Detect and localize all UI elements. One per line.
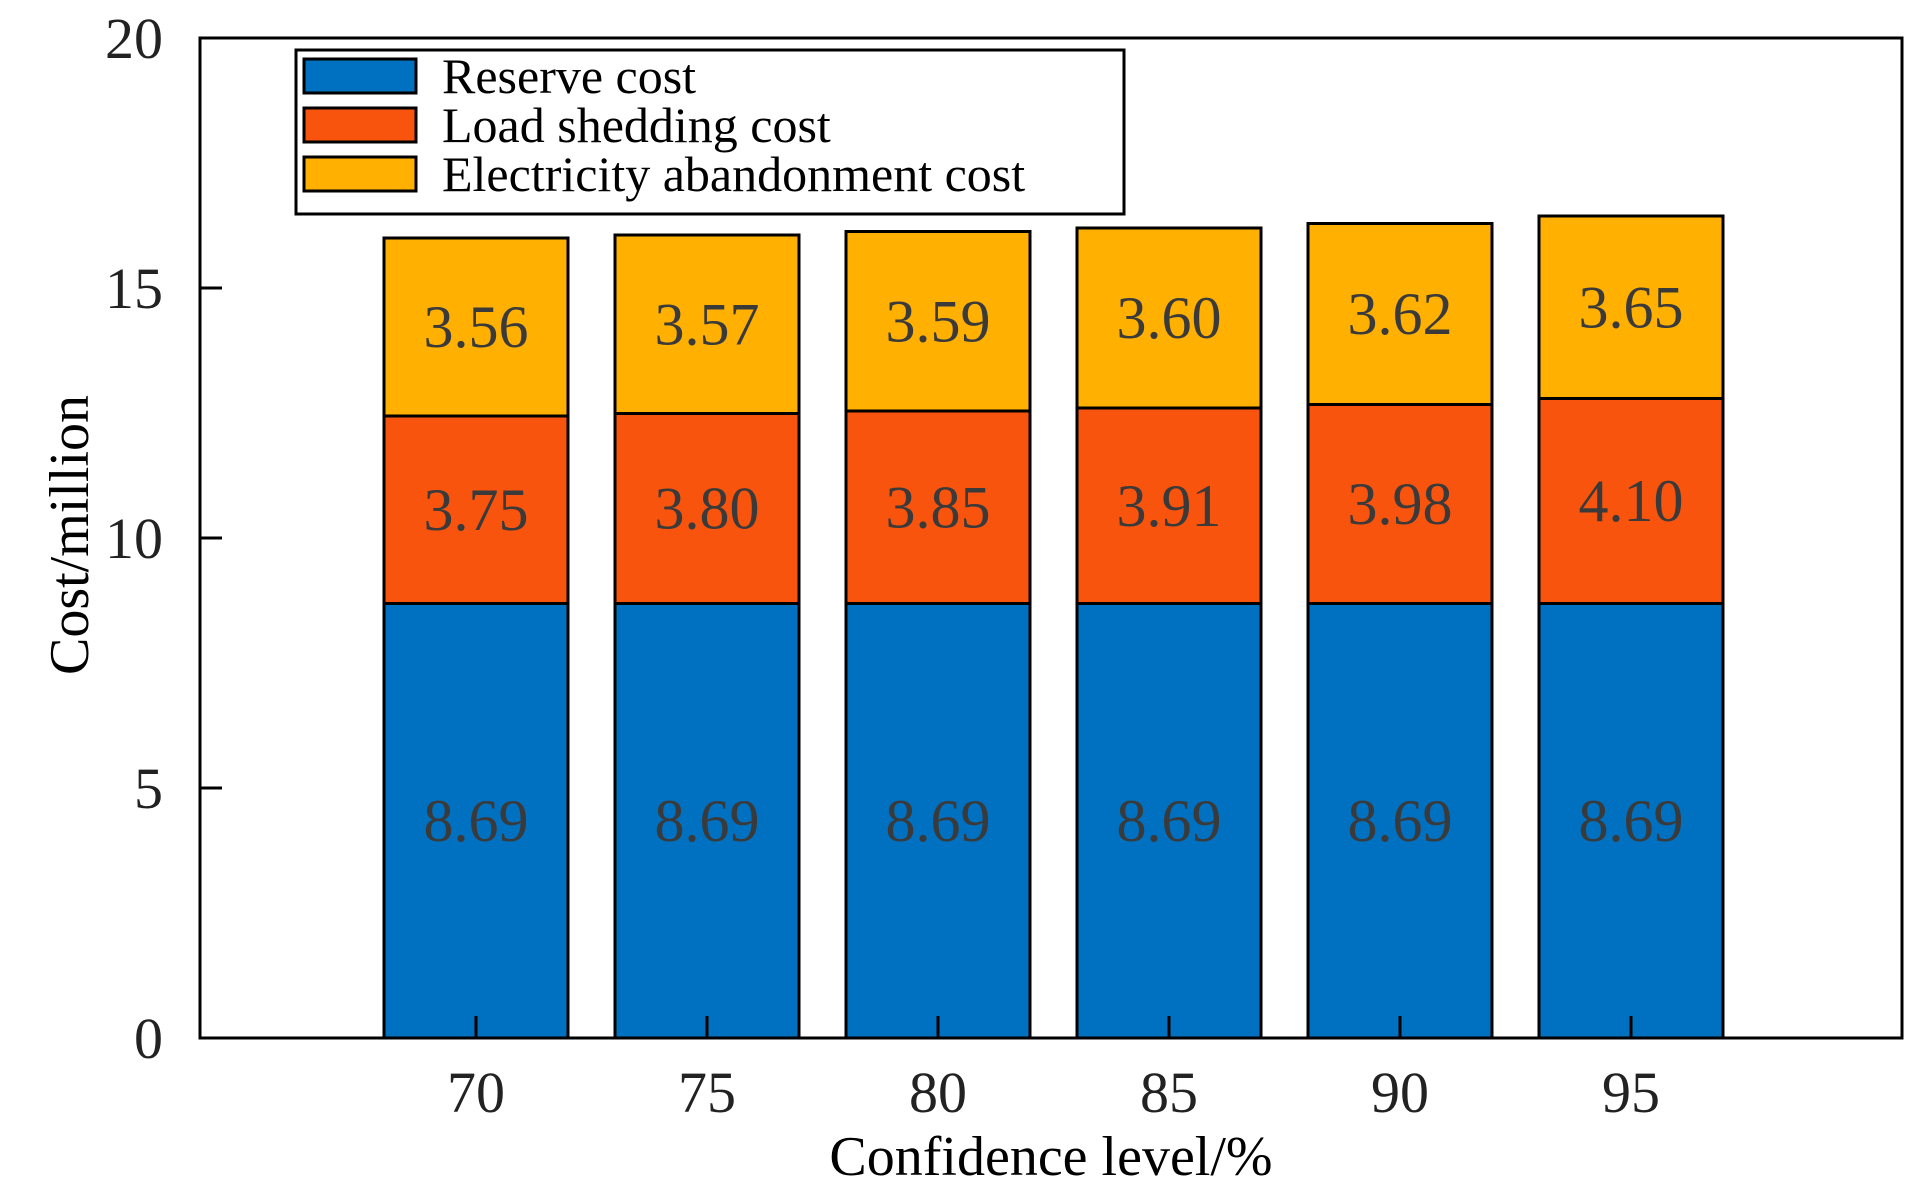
bar-75-series-3	[613, 233, 801, 415]
x-tick-label-95: 95	[1602, 1060, 1660, 1125]
bar-90-series-2	[1306, 403, 1494, 605]
x-tick-label-70: 70	[447, 1060, 505, 1125]
bar-75-series-2	[613, 412, 801, 605]
x-axis-ticks: 70 75 80 85 90 95	[447, 1016, 1660, 1125]
data-label-90-series-3: 3.62	[1348, 281, 1453, 347]
data-label-80-series-3: 3.59	[886, 288, 991, 354]
data-label-90-series-1: 8.69	[1348, 788, 1453, 854]
x-tick-label-80: 80	[909, 1060, 967, 1125]
data-label-90-series-2: 3.98	[1348, 471, 1453, 537]
data-label-75-series-3: 3.57	[655, 291, 760, 357]
data-label-70-series-2: 3.75	[424, 477, 529, 543]
x-axis-title: Confidence level/%	[829, 1126, 1272, 1188]
y-tick-label-0: 0	[134, 1006, 163, 1071]
data-label-70-series-3: 3.56	[424, 294, 529, 360]
bar-70-series-3	[382, 236, 570, 418]
bar-80-series-2	[844, 409, 1032, 605]
bar-85-series-3	[1075, 226, 1263, 410]
bar-80-series-1	[844, 602, 1032, 1040]
legend-swatch-series-3	[302, 155, 418, 193]
bar-85-series-2	[1075, 406, 1263, 605]
legend-label-series-2: Load shedding cost	[442, 97, 831, 153]
data-label-85-series-1: 8.69	[1117, 788, 1222, 854]
y-tick-label-5: 5	[134, 756, 163, 821]
data-label-85-series-2: 3.91	[1117, 473, 1222, 539]
data-label-95-series-1: 8.69	[1579, 788, 1684, 854]
bar-95-series-3	[1537, 214, 1725, 400]
data-label-75-series-2: 3.80	[655, 476, 760, 542]
y-tick-label-20: 20	[105, 6, 163, 71]
data-label-95-series-2: 4.10	[1579, 468, 1684, 534]
bar-group	[382, 214, 1725, 1040]
y-tick-label-15: 15	[105, 256, 163, 321]
legend-swatch-series-2	[302, 106, 418, 144]
bar-85-series-1	[1075, 602, 1263, 1040]
data-label-75-series-1: 8.69	[655, 788, 760, 854]
legend-label-series-3: Electricity abandonment cost	[442, 146, 1025, 202]
bar-70-series-2	[382, 414, 570, 605]
y-axis-title: Cost/million	[39, 395, 101, 675]
data-label-85-series-3: 3.60	[1117, 285, 1222, 351]
x-tick-label-75: 75	[678, 1060, 736, 1125]
x-tick-label-85: 85	[1140, 1060, 1198, 1125]
legend-box	[294, 48, 1126, 216]
bar-label-group: 8.69 3.75 3.56 8.69 3.80 3.57 8.69 3.85 3.59 8.69…	[424, 274, 1684, 854]
y-tick-label-10: 10	[105, 506, 163, 571]
data-label-80-series-2: 3.85	[886, 474, 991, 540]
legend-swatch-series-1	[302, 57, 418, 95]
bar-90-series-1	[1306, 602, 1494, 1040]
data-label-95-series-3: 3.65	[1579, 274, 1684, 340]
data-label-80-series-1: 8.69	[886, 788, 991, 854]
legend-label-series-1: Reserve cost	[442, 48, 696, 104]
x-tick-label-90: 90	[1371, 1060, 1429, 1125]
bar-80-series-3	[844, 230, 1032, 413]
y-axis-ticks: 0 5 10 15 20	[105, 6, 222, 1071]
bar-75-series-1	[613, 602, 801, 1040]
bar-90-series-3	[1306, 222, 1494, 406]
data-label-70-series-1: 8.69	[424, 788, 529, 854]
